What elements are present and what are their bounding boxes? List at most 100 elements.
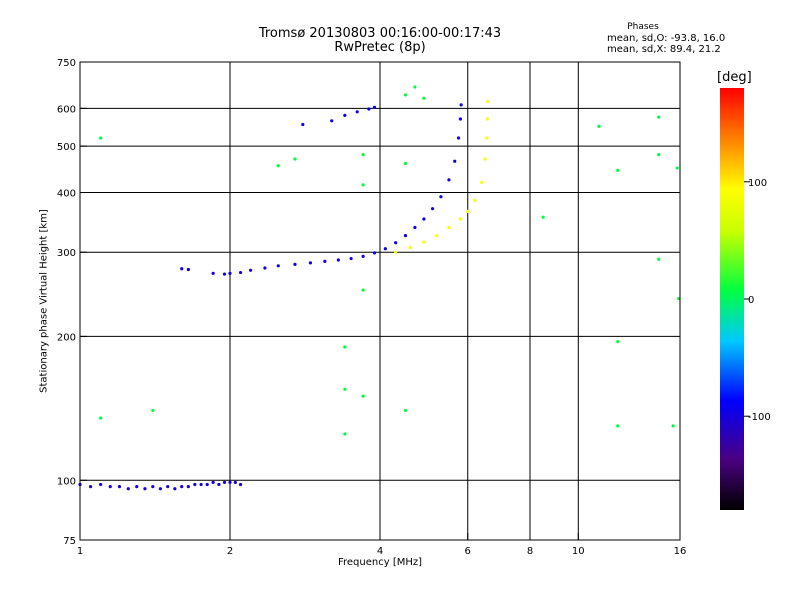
data-point bbox=[249, 268, 253, 272]
data-point bbox=[439, 195, 443, 199]
data-point bbox=[616, 168, 620, 172]
data-point bbox=[367, 107, 371, 111]
data-point bbox=[657, 257, 661, 261]
data-point bbox=[117, 485, 122, 489]
data-point bbox=[541, 215, 545, 219]
data-point bbox=[447, 225, 451, 230]
chart-subtitle: RwPretec (8p) bbox=[334, 40, 426, 55]
data-point bbox=[480, 180, 484, 184]
data-point bbox=[485, 136, 489, 140]
colorbar-tick-label: -100 bbox=[748, 412, 771, 423]
data-point bbox=[126, 487, 130, 491]
data-point bbox=[228, 480, 232, 484]
data-point bbox=[180, 485, 184, 489]
grid-lines bbox=[80, 62, 680, 540]
data-point bbox=[430, 207, 435, 211]
data-point bbox=[301, 122, 305, 127]
y-tick-label: 750 bbox=[57, 58, 76, 69]
data-point bbox=[330, 119, 334, 123]
x-tick-label: 16 bbox=[674, 546, 687, 557]
data-point bbox=[394, 250, 398, 254]
colorbar-label: [deg] bbox=[717, 70, 752, 85]
y-tick-label: 400 bbox=[57, 188, 76, 199]
y-tick-label: 200 bbox=[57, 332, 76, 343]
data-point bbox=[473, 198, 477, 203]
data-point bbox=[422, 96, 426, 100]
data-point bbox=[173, 487, 177, 491]
x-tick-label: 1 bbox=[77, 546, 83, 557]
data-point bbox=[233, 480, 237, 484]
colorbar-gradient bbox=[720, 88, 744, 510]
x-tick-label: 2 bbox=[227, 546, 233, 557]
data-point bbox=[394, 241, 398, 245]
x-axis-label: Frequency [MHz] bbox=[337, 557, 423, 568]
data-point bbox=[151, 485, 155, 489]
data-point bbox=[403, 161, 408, 166]
data-point bbox=[293, 262, 297, 266]
data-point bbox=[657, 115, 661, 119]
data-point bbox=[486, 99, 490, 104]
y-tick-label: 100 bbox=[57, 476, 76, 487]
data-point bbox=[453, 159, 457, 163]
data-point bbox=[343, 432, 347, 436]
data-point bbox=[180, 267, 184, 271]
x-tick-label: 8 bbox=[527, 546, 533, 557]
data-point bbox=[343, 113, 347, 117]
x-tick-label: 10 bbox=[572, 546, 585, 557]
data-point bbox=[238, 270, 243, 275]
data-point bbox=[343, 387, 347, 391]
data-points bbox=[78, 85, 681, 491]
data-point bbox=[217, 482, 221, 487]
data-point bbox=[263, 266, 267, 270]
data-point bbox=[383, 247, 387, 251]
data-point bbox=[677, 296, 681, 301]
chart-title: Tromsø 20130803 00:16:00-00:17:43 bbox=[258, 26, 502, 41]
colorbar-tick-label: 0 bbox=[748, 295, 754, 306]
data-point bbox=[456, 136, 461, 140]
data-point bbox=[459, 103, 463, 107]
data-point bbox=[293, 157, 297, 161]
data-point bbox=[186, 485, 190, 489]
data-point bbox=[466, 209, 470, 214]
data-point bbox=[361, 394, 365, 398]
data-point bbox=[403, 233, 408, 238]
y-tick-label: 600 bbox=[57, 104, 76, 115]
y-tick-label: 500 bbox=[57, 142, 76, 153]
data-point bbox=[422, 217, 426, 221]
data-point bbox=[228, 271, 232, 275]
data-point bbox=[408, 245, 412, 250]
data-point bbox=[108, 485, 112, 489]
data-point bbox=[135, 485, 139, 489]
data-point bbox=[361, 288, 365, 292]
data-point bbox=[355, 110, 359, 114]
data-point bbox=[158, 487, 163, 491]
data-point bbox=[211, 271, 215, 275]
colorbar-tick-label: 100 bbox=[748, 178, 767, 189]
data-point bbox=[151, 408, 155, 413]
data-point bbox=[343, 345, 347, 349]
data-point bbox=[238, 482, 243, 487]
data-point bbox=[193, 482, 197, 487]
data-point bbox=[205, 482, 209, 487]
y-axis-label: Stationary phase Virtual Height [km] bbox=[38, 209, 50, 393]
data-point bbox=[403, 408, 408, 413]
data-point bbox=[166, 485, 170, 489]
data-point bbox=[485, 117, 489, 121]
data-point bbox=[447, 178, 451, 182]
data-point bbox=[483, 157, 487, 161]
y-tick-label: 300 bbox=[57, 248, 76, 259]
data-point bbox=[222, 480, 227, 484]
data-point bbox=[597, 124, 601, 128]
data-point bbox=[276, 164, 280, 168]
data-point bbox=[403, 93, 408, 97]
data-point bbox=[99, 136, 103, 140]
data-point bbox=[458, 117, 463, 121]
data-point bbox=[671, 424, 675, 428]
data-point bbox=[675, 166, 679, 170]
data-point bbox=[308, 261, 313, 265]
x-tick-label: 4 bbox=[377, 546, 383, 557]
data-point bbox=[361, 254, 365, 259]
data-point bbox=[222, 272, 227, 276]
data-point bbox=[372, 105, 377, 109]
